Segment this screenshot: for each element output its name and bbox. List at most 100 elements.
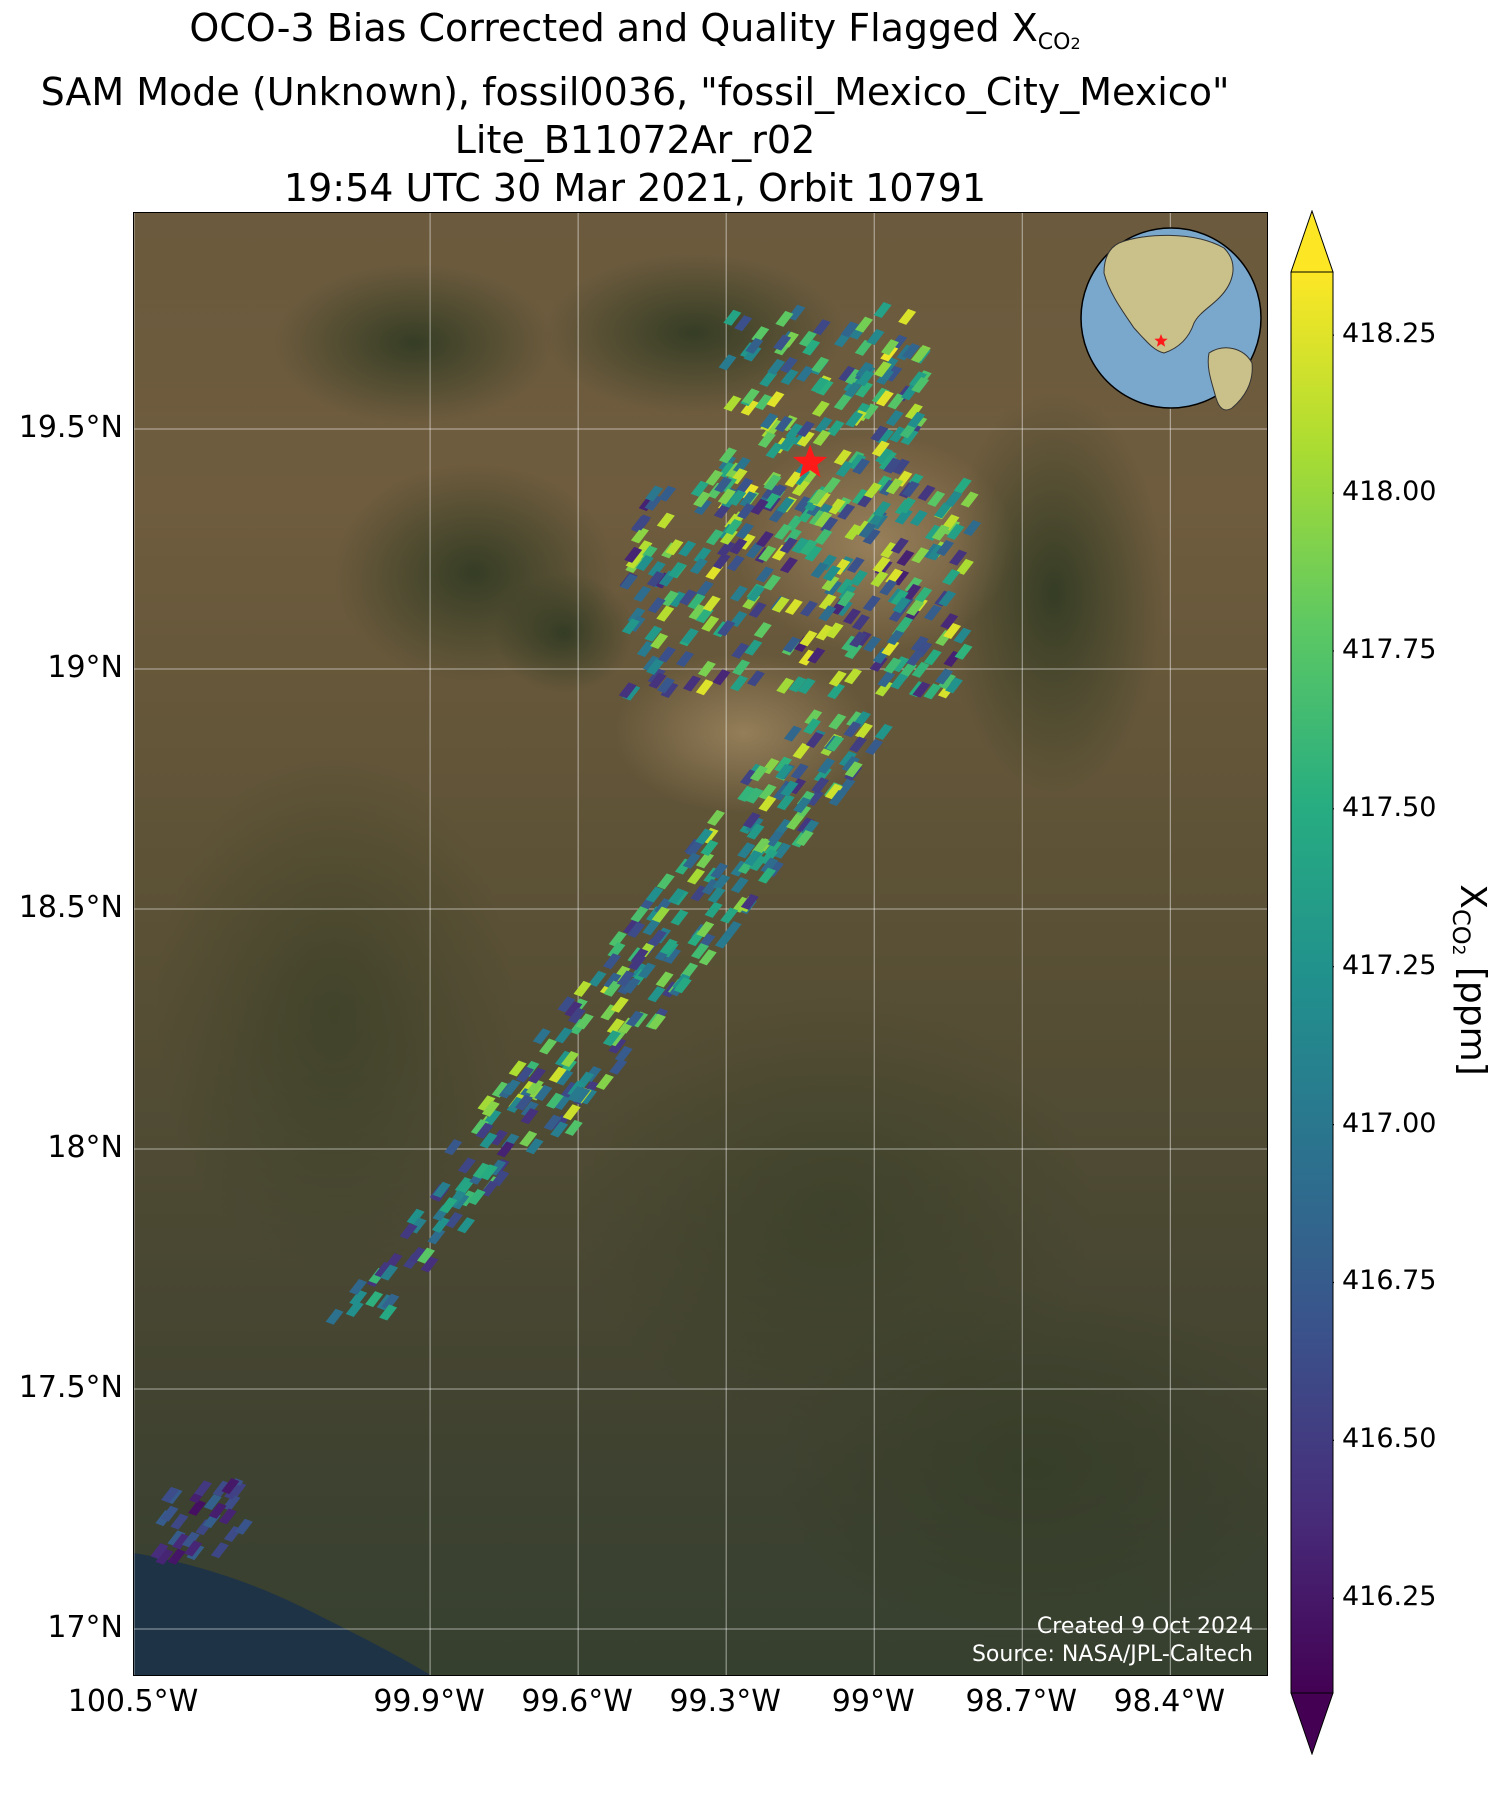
xco2-sounding xyxy=(805,732,824,749)
xco2-sounding xyxy=(805,789,824,806)
globe-star-icon xyxy=(1154,334,1168,347)
xco2-sounding xyxy=(170,1513,189,1530)
xco2-sounding xyxy=(812,429,831,446)
xco2-sounding xyxy=(824,783,843,800)
xco2-sounding xyxy=(746,585,765,602)
xco2-sounding xyxy=(938,590,957,607)
xco2-sounding xyxy=(880,339,899,356)
xco2-sounding xyxy=(796,420,815,437)
xco2-sounding xyxy=(791,537,810,554)
xco2-sounding xyxy=(515,1066,534,1083)
xco2-sounding xyxy=(646,571,665,588)
xco2-sounding xyxy=(892,597,911,614)
xco2-sounding xyxy=(728,489,747,506)
globe-south-america xyxy=(1207,347,1253,411)
xco2-sounding xyxy=(406,1208,425,1225)
xco2-sounding xyxy=(718,354,737,371)
xco2-sounding xyxy=(543,1114,562,1131)
xco2-sounding xyxy=(700,839,719,856)
xco2-sounding xyxy=(740,893,759,910)
xco2-sounding xyxy=(837,778,856,795)
xco2-sounding xyxy=(872,556,891,573)
xco2-sounding xyxy=(633,586,652,603)
xco2-sounding xyxy=(695,607,714,624)
xco2-sounding xyxy=(693,547,712,564)
xco2-sounding xyxy=(811,400,830,417)
lat-tick-label: 18.5°N xyxy=(18,890,123,925)
xco2-sounding xyxy=(767,358,786,375)
xco2-sounding xyxy=(737,785,756,802)
xco2-sounding xyxy=(444,1139,463,1156)
xco2-sounding xyxy=(431,1216,450,1233)
xco2-sounding xyxy=(667,888,686,905)
xco2-sounding xyxy=(779,357,798,374)
xco2-sounding xyxy=(686,868,705,885)
globe-north-america xyxy=(1103,234,1234,354)
xco2-sounding xyxy=(755,566,774,583)
xco2-sounding xyxy=(774,523,793,540)
xco2-sounding xyxy=(724,519,743,536)
xco2-sounding xyxy=(931,524,950,541)
xco2-sounding xyxy=(729,585,748,602)
xco2-sounding xyxy=(218,1508,237,1525)
xco2-sounding xyxy=(525,1138,544,1155)
colorbar-gradient xyxy=(1291,272,1333,1693)
xco2-sounding xyxy=(647,561,666,578)
xco2-sounding xyxy=(849,569,868,586)
xco2-sounding xyxy=(883,457,902,474)
xco2-sounding xyxy=(595,1073,614,1090)
xco2-sounding xyxy=(647,597,666,614)
xco2-sounding xyxy=(644,625,663,642)
xco2-sounding xyxy=(685,840,704,857)
xco2-sounding xyxy=(470,1119,489,1136)
xco2-sounding xyxy=(804,709,823,726)
xco2-sounding xyxy=(748,601,767,618)
xco2-sounding xyxy=(741,388,760,405)
xco2-sounding xyxy=(491,1170,510,1187)
xco2-sounding xyxy=(949,549,968,566)
xco2-sounding xyxy=(740,399,759,416)
xco2-sounding xyxy=(712,874,731,891)
lat-tick-label: 17.5°N xyxy=(18,1370,123,1405)
map-panel[interactable]: Created 9 Oct 2024 Source: NASA/JPL-Calt… xyxy=(133,212,1268,1676)
xco2-sounding xyxy=(808,488,827,505)
xco2-sounding xyxy=(718,462,737,479)
xco2-sounding xyxy=(417,1247,436,1264)
xco2-sounding xyxy=(545,1092,564,1109)
xco2-sounding xyxy=(754,394,773,411)
xco2-sounding xyxy=(658,646,677,663)
xco2-sounding xyxy=(848,453,867,470)
xco2-sounding xyxy=(814,528,833,545)
xco2-sounding xyxy=(759,370,778,387)
xco2-sounding xyxy=(704,901,723,918)
xco2-sounding xyxy=(628,954,647,971)
xco2-sounding xyxy=(862,595,881,612)
xco2-sounding xyxy=(707,887,726,904)
xco2-sounding xyxy=(746,823,765,840)
xco2-sounding xyxy=(911,377,930,394)
xco2-sounding xyxy=(607,942,626,959)
lon-tick-label: 100.5°W xyxy=(67,1684,199,1719)
xco2-sounding xyxy=(879,579,898,596)
credit-source: Source: NASA/JPL-Caltech xyxy=(971,1642,1253,1667)
xco2-sounding xyxy=(745,542,764,559)
xco2-sounding xyxy=(904,403,923,420)
xco2-sounding xyxy=(673,977,692,994)
xco2-sounding xyxy=(818,605,837,622)
xco2-sounding xyxy=(520,1108,539,1125)
xco2-sounding xyxy=(798,649,817,666)
xco2-sounding xyxy=(408,1246,427,1263)
xco2-sounding xyxy=(849,736,868,753)
xco2-sounding xyxy=(506,1096,525,1113)
xco2-sounding xyxy=(573,980,592,997)
xco2-sounding xyxy=(821,575,840,592)
xco2-sounding xyxy=(874,723,893,740)
xco2-sounding xyxy=(539,1038,558,1055)
xco2-sounding xyxy=(885,478,904,495)
xco2-sounding xyxy=(167,1548,186,1565)
xco2-sounding xyxy=(776,497,795,514)
title-line-4: 19:54 UTC 30 Mar 2021, Orbit 10791 xyxy=(283,166,987,210)
xco2-sounding xyxy=(873,501,892,518)
xco2-sounding xyxy=(656,873,675,890)
xco2-sounding xyxy=(911,661,930,678)
